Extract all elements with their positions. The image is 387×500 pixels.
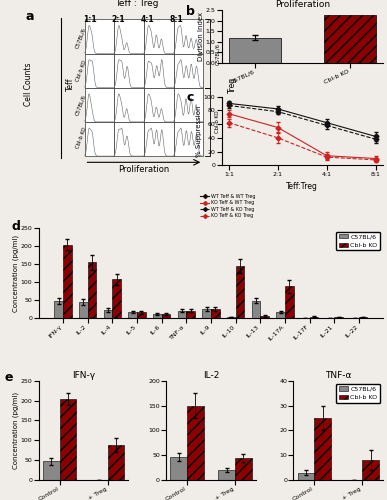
Text: C57BL/6: C57BL/6 — [75, 27, 87, 49]
Bar — [173, 122, 203, 156]
Bar — [173, 54, 203, 88]
Bar — [43, 462, 60, 480]
Text: Cbl-b KO: Cbl-b KO — [215, 110, 220, 133]
Bar — [236, 266, 244, 318]
Bar — [137, 312, 146, 318]
Bar — [359, 317, 368, 318]
Text: Teff: Teff — [67, 78, 75, 92]
Y-axis label: Division Index: Division Index — [198, 12, 204, 61]
Bar — [285, 286, 293, 318]
Bar — [114, 88, 144, 122]
Text: Proliferation: Proliferation — [118, 166, 170, 174]
Bar — [79, 302, 87, 318]
Bar — [144, 20, 173, 54]
X-axis label: Teff:Treg: Teff:Treg — [286, 182, 318, 191]
Text: Cbl-b KO: Cbl-b KO — [75, 126, 87, 149]
Y-axis label: Concentration (pg/ml): Concentration (pg/ml) — [13, 234, 19, 312]
Bar — [162, 314, 170, 318]
Y-axis label: Concentration (pg/ml): Concentration (pg/ml) — [13, 392, 19, 469]
Bar — [235, 458, 252, 480]
Bar — [104, 310, 112, 318]
Text: 2:1: 2:1 — [111, 14, 125, 24]
Bar — [173, 20, 203, 54]
Bar — [128, 312, 137, 318]
Legend: C57BL/6, Cbl-b KO: C57BL/6, Cbl-b KO — [336, 384, 380, 403]
Bar — [314, 418, 331, 480]
Bar — [87, 262, 96, 318]
Legend: WT Teff & WT Treg, KO Teff & WT Treg, WT Teff & KO Treg, KO Teff & KO Treg: WT Teff & WT Treg, KO Teff & WT Treg, WT… — [200, 194, 256, 218]
Bar — [60, 398, 76, 480]
Bar — [227, 317, 236, 318]
Text: Cell Counts: Cell Counts — [24, 63, 33, 106]
Text: 8:1: 8:1 — [169, 14, 183, 24]
Bar — [298, 472, 314, 480]
Bar — [54, 301, 63, 318]
Bar — [108, 445, 124, 480]
Bar — [144, 54, 173, 88]
Text: 4:1: 4:1 — [140, 14, 154, 24]
Bar — [229, 38, 281, 63]
Text: e: e — [5, 371, 13, 384]
Bar — [276, 312, 285, 318]
Bar — [84, 88, 114, 122]
Bar — [114, 122, 144, 156]
Text: a: a — [25, 10, 34, 23]
Text: Cbl-b KO: Cbl-b KO — [75, 59, 87, 82]
Title: Proliferation: Proliferation — [275, 0, 330, 9]
Title: IFN-γ: IFN-γ — [72, 371, 95, 380]
Bar — [186, 310, 195, 318]
Bar — [324, 16, 376, 63]
Bar — [211, 309, 219, 318]
Bar — [170, 456, 187, 480]
Bar — [84, 54, 114, 88]
Bar — [114, 54, 144, 88]
Bar — [63, 244, 72, 318]
Bar — [144, 88, 173, 122]
Y-axis label: % Suppression: % Suppression — [196, 105, 202, 156]
Bar — [310, 316, 318, 318]
Bar — [178, 310, 186, 318]
Title: TNF-α: TNF-α — [325, 371, 351, 380]
Text: Treg: Treg — [228, 76, 236, 92]
Text: c: c — [186, 91, 194, 104]
Bar — [187, 406, 204, 480]
Text: d: d — [11, 220, 20, 232]
Bar — [252, 300, 260, 318]
Legend: C57BL/6, Cbl-b KO: C57BL/6, Cbl-b KO — [336, 232, 380, 250]
Bar — [144, 122, 173, 156]
Text: C57BL/6: C57BL/6 — [215, 42, 220, 64]
Bar — [114, 20, 144, 54]
Bar — [173, 88, 203, 122]
Bar — [112, 279, 121, 318]
Bar — [84, 122, 114, 156]
Title: IL-2: IL-2 — [203, 371, 219, 380]
Bar — [202, 309, 211, 318]
Bar — [362, 460, 379, 480]
Text: 1:1: 1:1 — [83, 14, 96, 24]
Bar — [84, 20, 114, 54]
Bar — [260, 316, 269, 318]
Text: Teff : Treg: Teff : Treg — [115, 0, 159, 8]
Bar — [153, 314, 162, 318]
Text: C57BL/6: C57BL/6 — [75, 94, 87, 116]
Bar — [218, 470, 235, 480]
Bar — [334, 317, 343, 318]
Text: b: b — [186, 4, 195, 18]
